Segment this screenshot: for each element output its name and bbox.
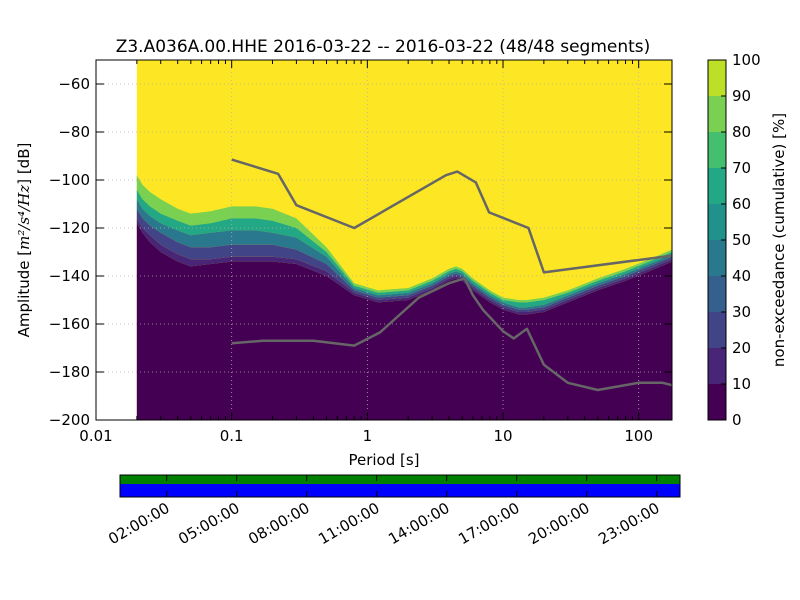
x-tick-label: 1 <box>363 427 373 445</box>
model-lines <box>231 158 673 392</box>
colorbar-label: non-exceedance (cumulative) [%] <box>770 113 788 367</box>
colorbar-tick-label: 20 <box>732 339 751 357</box>
colorbar-tick-label: 30 <box>732 303 751 321</box>
colorbar-segment <box>708 348 726 384</box>
low-noise-model-line <box>231 277 673 392</box>
colorbar-segment <box>708 312 726 348</box>
y-axis-label-suffix: ] [dB] <box>15 143 33 185</box>
colorbar-tick-label: 50 <box>732 231 751 249</box>
y-tick-label: −180 <box>49 363 90 381</box>
colorbar-tick-label: 10 <box>732 375 751 393</box>
y-tick-label: −80 <box>58 123 90 141</box>
colorbar: 0 10 20 30 40 50 60 70 80 90 100 <box>707 51 761 429</box>
y-axis-ticks: −60 −80 −100 −120 −140 −160 −180 −200 <box>49 75 672 429</box>
y-tick-label: −60 <box>58 75 90 93</box>
x-axis-ticks: 0.01 0.1 1 10 100 <box>79 60 653 445</box>
colorbar-tick-label: 0 <box>732 411 742 429</box>
x-tick-label: 0.1 <box>220 427 244 445</box>
timeline-frame <box>119 474 681 498</box>
timeline-tick-label: 20:00:00 <box>525 499 592 548</box>
timeline-tick-label: 05:00:00 <box>175 499 242 548</box>
y-axis-label-units: m²/s⁴/Hz <box>15 185 33 250</box>
y-tick-label: −140 <box>49 267 90 285</box>
y-tick-label: −200 <box>49 411 90 429</box>
colorbar-segment <box>708 276 726 312</box>
y-tick-label: −120 <box>49 219 90 237</box>
x-tick-label: 100 <box>624 427 653 445</box>
psd-heatmap <box>136 60 673 420</box>
timeline-coverage-strip <box>120 475 680 484</box>
heatmap-band-0 <box>136 223 673 420</box>
colorbar-segment <box>708 96 726 132</box>
x-tick-label: 10 <box>493 427 512 445</box>
chart-title: Z3.A036A.00.HHE 2016-03-22 -- 2016-03-22… <box>116 37 651 57</box>
high-noise-model-line <box>231 158 673 274</box>
colorbar-segment <box>708 60 726 96</box>
timeline-bar: 02:00:00 05:00:00 08:00:00 11:00:00 14:00:00… <box>105 474 681 548</box>
timeline-tick-label: 17:00:00 <box>455 499 522 548</box>
colorbar-segment <box>708 384 726 420</box>
plot-frame <box>95 59 673 421</box>
y-tick-label: −160 <box>49 315 90 333</box>
grid-lines <box>96 60 672 420</box>
timeline-tick-label: 08:00:00 <box>245 499 312 548</box>
timeline-tick-label: 14:00:00 <box>385 499 452 548</box>
colorbar-tick-label: 100 <box>732 51 761 69</box>
colorbar-tick-label: 90 <box>732 87 751 105</box>
x-tick-label: 0.01 <box>79 427 112 445</box>
timeline-tick-label: 11:00:00 <box>315 499 382 548</box>
timeline-tick-label: 23:00:00 <box>595 499 662 548</box>
colorbar-segment <box>708 204 726 240</box>
colorbar-tick-label: 70 <box>732 159 751 177</box>
timeline-tick-label: 02:00:00 <box>105 499 172 548</box>
colorbar-tick-label: 60 <box>732 195 751 213</box>
timeline-data-strip <box>120 484 680 497</box>
colorbar-segment <box>708 168 726 204</box>
colorbar-segment <box>708 240 726 276</box>
y-tick-label: −100 <box>49 171 90 189</box>
colorbar-segment <box>708 132 726 168</box>
colorbar-tick-label: 40 <box>732 267 751 285</box>
y-axis-label: Amplitude [m²/s⁴/Hz] [dB] <box>15 143 33 338</box>
x-axis-label: Period [s] <box>348 451 419 469</box>
y-axis-label-prefix: Amplitude [ <box>15 250 33 338</box>
colorbar-tick-label: 80 <box>732 123 751 141</box>
